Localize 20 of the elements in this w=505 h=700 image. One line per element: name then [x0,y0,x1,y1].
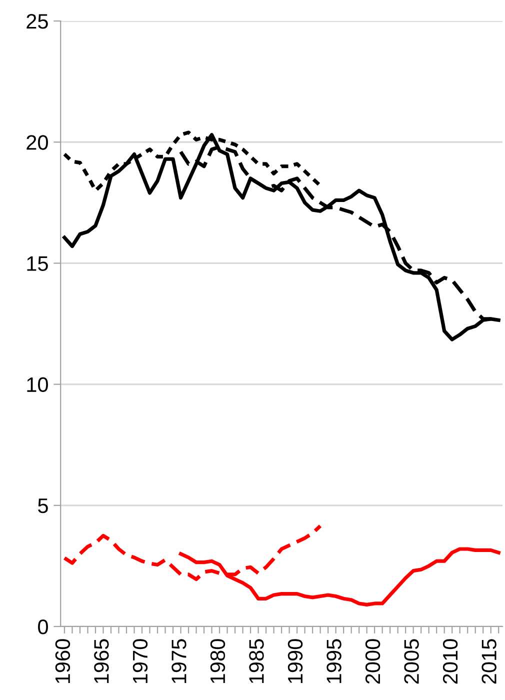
x-tick-label: 2015 [482,639,496,684]
y-tick-label: 10 [27,377,48,392]
y-tick-label: 15 [27,256,48,271]
x-tick-label: 1975 [172,639,186,684]
x-tick-label: 1995 [326,639,342,684]
y-tick-label: 20 [26,135,48,150]
x-tick-label: 1970 [132,639,148,684]
y-tick-label: 5 [38,498,48,514]
line-series [178,145,493,321]
y-tick-label: 25 [26,14,48,29]
x-tick-label: 1980 [210,639,226,684]
x-tick-label: 1965 [94,639,109,684]
y-tick-label: 0 [38,620,48,634]
x-tick-label: 1960 [55,639,70,684]
x-tick-label: 1990 [288,639,303,684]
x-tick-label: 2010 [442,639,458,684]
x-tick-label: 2000 [365,639,380,684]
x-tick-label: 2005 [404,639,419,684]
line-series [62,133,500,342]
x-tick-label: 1985 [249,639,264,684]
